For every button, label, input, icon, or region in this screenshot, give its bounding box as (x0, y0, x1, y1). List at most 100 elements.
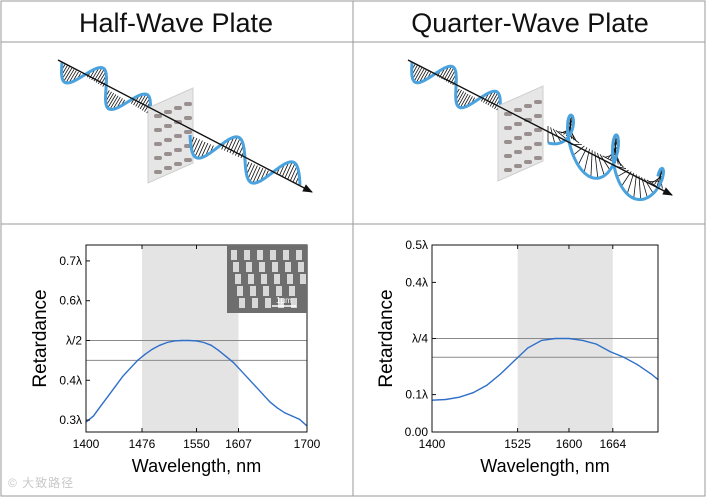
data-point (189, 340, 190, 341)
half-wave-output-wave-field-vector (193, 139, 200, 154)
half-wave-plate-nanopillar (164, 124, 172, 128)
y-tick-label: 0.7λ (59, 254, 82, 268)
x-tick-label: 1600 (556, 437, 583, 451)
data-point (299, 419, 300, 420)
half-wave-propagation-arrow (58, 60, 312, 192)
sem-pillar (235, 274, 241, 284)
data-point (473, 392, 474, 393)
data-point (166, 342, 167, 343)
sem-pillar (265, 298, 271, 308)
y-tick-label: 0.5λ (405, 238, 428, 252)
y-tick-label: λ/2 (66, 333, 82, 347)
quarter-wave-plate-nanopillar (514, 136, 522, 140)
data-point (211, 345, 212, 346)
y-axis-label: Retardance (376, 289, 397, 387)
data-point (555, 338, 556, 339)
data-point (248, 378, 249, 379)
half-wave-title: Half-Wave Plate (2, 6, 350, 40)
quarter-wave-plate-nanopillar (514, 150, 522, 154)
half-wave-plate-nanopillar (174, 106, 182, 110)
half-wave-axis-line (58, 60, 312, 192)
half-wave-output-wave-field-vector (250, 166, 257, 182)
x-tick-label: 1550 (183, 437, 210, 451)
sem-pillar (252, 298, 258, 308)
data-point (115, 386, 116, 387)
data-point (292, 416, 293, 417)
quarter-wave-plate-nanopillar (524, 160, 532, 164)
data-point (527, 347, 528, 348)
data-point (203, 342, 204, 343)
data-point (500, 373, 501, 374)
half-wave-plate-nanopillar (154, 170, 162, 174)
x-tick-label: 1607 (225, 437, 252, 451)
data-point (152, 349, 153, 350)
quarter-wave-axis-line (408, 60, 672, 195)
y-axis-label: Retardance (30, 289, 51, 387)
data-point (596, 344, 597, 345)
x-tick-label: 1400 (419, 437, 446, 451)
data-point (651, 373, 652, 374)
data-point (130, 368, 131, 369)
sem-pillar (259, 262, 265, 272)
half-wave-diagram (58, 60, 312, 192)
data-point (582, 340, 583, 341)
sem-pillar (274, 274, 280, 284)
sem-pillar (257, 250, 263, 260)
half-wave-plate-nanopillar (184, 102, 192, 106)
sem-pillar (289, 286, 295, 296)
data-point (486, 385, 487, 386)
data-point (445, 399, 446, 400)
data-point (225, 356, 226, 357)
y-tick-label: 0.4λ (405, 275, 428, 289)
half-wave-plate-nanopillar (154, 142, 162, 146)
quarter-wave-field-vector (634, 174, 637, 198)
quarter-wave-title: Quarter-Wave Plate (356, 6, 704, 40)
data-point (122, 376, 123, 377)
y-tick-label: λ/4 (412, 332, 428, 346)
sem-pillar (270, 250, 276, 260)
scale-bar-label: 1μm (276, 296, 292, 305)
sem-pillar (244, 250, 250, 260)
quarter-wave-plate-nanopillar (514, 122, 522, 126)
data-point (514, 360, 515, 361)
quarter-wave-plate-nanopillar (524, 146, 532, 150)
sem-pillar (248, 274, 254, 284)
sem-pillar (263, 286, 269, 296)
quarter-wave-plate-nanopillar (514, 164, 522, 168)
sem-pillar (296, 250, 302, 260)
sem-pillar (300, 274, 306, 284)
data-point (262, 394, 263, 395)
sem-pillar (250, 286, 256, 296)
sem-pillar (237, 286, 243, 296)
quarter-wave-plate-nanopillar (524, 132, 532, 136)
y-tick-label: 0.4λ (59, 373, 82, 387)
data-point (144, 354, 145, 355)
quarter-wave-plate-nanopillar (504, 168, 512, 172)
quarter-wave-plate-nanopillar (504, 126, 512, 130)
half-wave-metasurface-plate (148, 88, 193, 183)
quarter-wave-plate-nanopillar (534, 100, 542, 104)
half-wave-plate-nanopillar (164, 166, 172, 170)
half-wave-output-wave-field-vector (248, 164, 255, 179)
half-wave-incident-wave-envelope (62, 62, 151, 115)
quarter-wave-plate-nanopillar (524, 104, 532, 108)
x-tick-label: 1476 (129, 437, 156, 451)
data-point (270, 402, 271, 403)
data-point (218, 350, 219, 351)
quarter-wave-plate-nanopillar (504, 154, 512, 158)
data-point (233, 362, 234, 363)
sem-pillar (231, 250, 237, 260)
half-wave-plate-nanopillar (184, 158, 192, 162)
data-point (284, 412, 285, 413)
sem-pillar (239, 298, 245, 308)
sem-pillar (285, 262, 291, 272)
data-point (568, 338, 569, 339)
x-tick-label: 1525 (504, 437, 531, 451)
half-wave-plate-nanopillar (154, 128, 162, 132)
quarter-wave-plate-nanopillar (534, 114, 542, 118)
half-wave-plate-nanopillar (164, 110, 172, 114)
y-tick-label: 0.3λ (59, 413, 82, 427)
quarter-wave-plate-nanopillar (514, 108, 522, 112)
